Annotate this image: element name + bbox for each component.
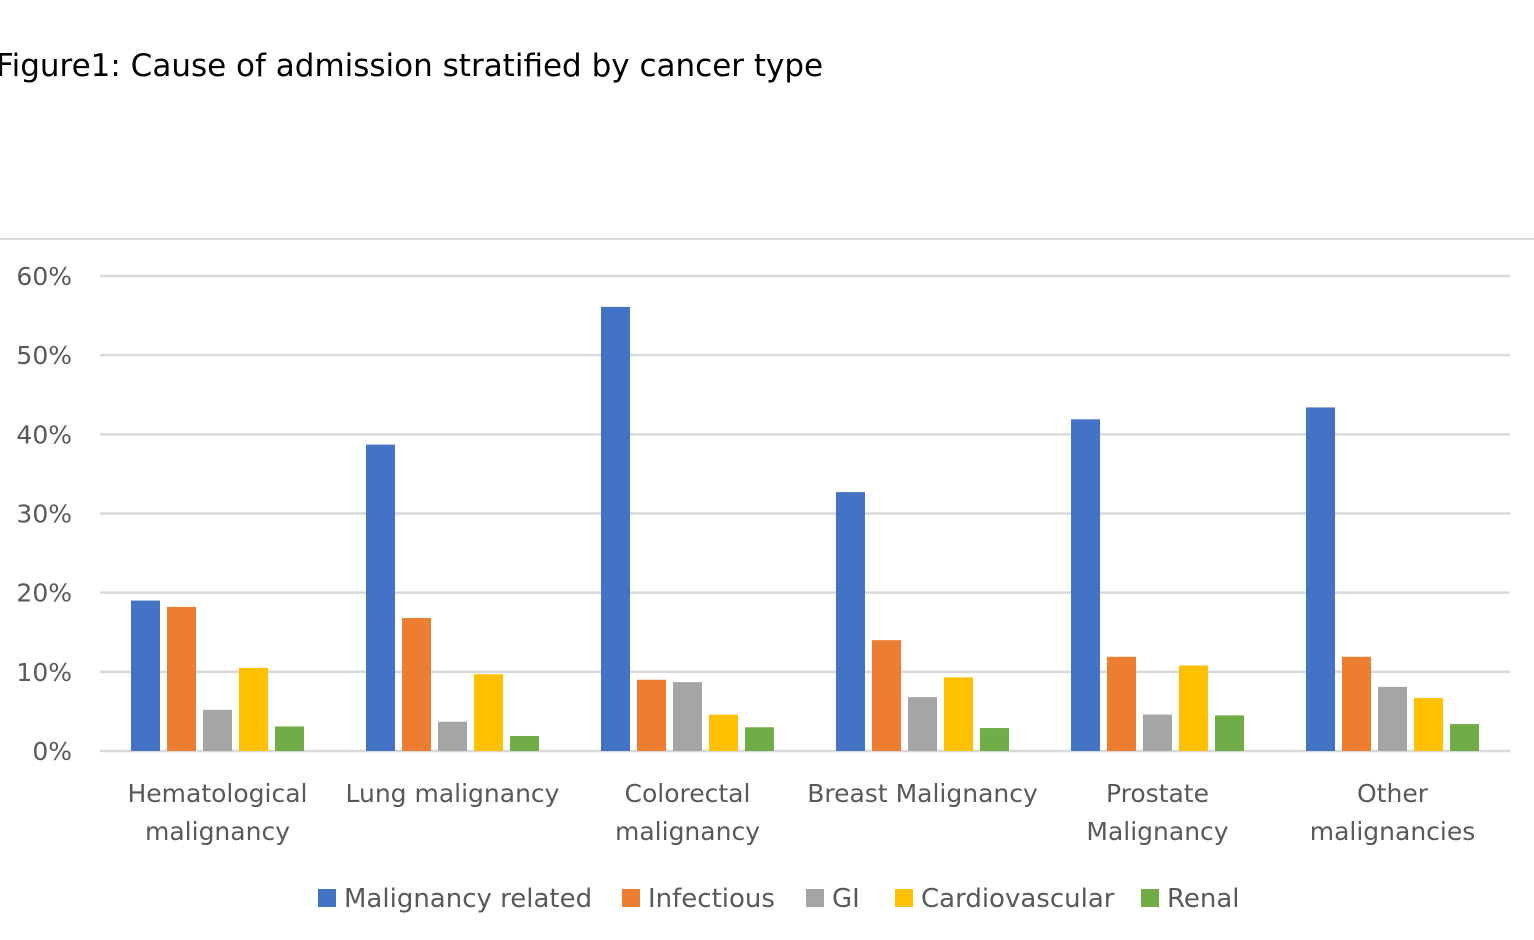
bar-cardiovascular xyxy=(1179,665,1208,751)
bar-renal xyxy=(1215,715,1244,751)
bar-infectious xyxy=(402,618,431,751)
bar-gi xyxy=(203,709,232,751)
legend-swatch xyxy=(806,889,824,907)
bar-gi xyxy=(1143,714,1172,751)
bar-renal xyxy=(275,726,304,751)
legend-label: Malignancy related xyxy=(344,884,592,914)
bar-cardiovascular xyxy=(944,677,973,751)
legend-label: Infectious xyxy=(648,884,775,914)
bar-malignancy-related xyxy=(601,306,630,751)
bar-gi xyxy=(908,697,937,751)
y-tick-label: 50% xyxy=(16,341,72,370)
bar-gi xyxy=(673,682,702,751)
y-tick-label: 40% xyxy=(16,420,72,449)
bar-cardiovascular xyxy=(239,667,268,751)
x-category-label: Hematological malignancy xyxy=(127,779,307,846)
x-category-label: Lung malignancy xyxy=(346,779,560,808)
bar-renal xyxy=(745,727,774,751)
y-tick-label: 30% xyxy=(16,500,72,529)
bar-malignancy-related xyxy=(131,600,160,751)
bar-gi xyxy=(438,721,467,751)
legend: Malignancy related Infectious GI Cardiovasc… xyxy=(318,884,1240,914)
bar-infectious xyxy=(637,679,666,751)
bars xyxy=(131,306,1479,751)
legend-label: Cardiovascular xyxy=(921,884,1115,914)
legend-label: Renal xyxy=(1167,884,1240,914)
x-category-label: Prostate Malignancy xyxy=(1086,779,1228,846)
y-tick-label: 20% xyxy=(16,579,72,608)
bar-malignancy-related xyxy=(366,444,395,751)
bar-renal xyxy=(980,728,1009,751)
chart-area-border xyxy=(0,238,1534,240)
bar-gi xyxy=(1378,686,1407,751)
bar-malignancy-related xyxy=(1071,419,1100,751)
legend-swatch xyxy=(1141,889,1159,907)
bar-malignancy-related xyxy=(1306,407,1335,751)
x-category-label: Other malignancies xyxy=(1310,779,1476,846)
bar-cardiovascular xyxy=(474,674,503,751)
legend-swatch xyxy=(895,889,913,907)
bar-infectious xyxy=(1107,656,1136,751)
bar-infectious xyxy=(872,640,901,751)
bar-infectious xyxy=(1342,656,1371,751)
bar-cardiovascular xyxy=(709,714,738,751)
bar-infectious xyxy=(167,606,196,751)
x-category-label: Colorectal malignancy xyxy=(615,779,760,846)
gridlines xyxy=(100,274,1510,753)
legend-swatch xyxy=(318,889,336,907)
x-category-label: Breast Malignancy xyxy=(807,779,1038,808)
y-tick-label: 10% xyxy=(16,658,72,687)
bar-malignancy-related xyxy=(836,492,865,751)
figure-caption: Figure1: Cause of admission stratified b… xyxy=(0,48,824,84)
bar-renal xyxy=(1450,724,1479,751)
y-tick-label: 60% xyxy=(16,262,72,291)
bar-cardiovascular xyxy=(1414,697,1443,751)
bar-renal xyxy=(510,735,539,751)
legend-swatch xyxy=(622,889,640,907)
y-tick-label: 0% xyxy=(32,737,72,766)
y-axis-ticks: 0% 10% 20% 30% 40% 50% 60% xyxy=(16,262,72,766)
legend-label: GI xyxy=(832,884,860,914)
x-axis-labels: Hematological malignancy Lung malignancy Co… xyxy=(127,779,1475,846)
